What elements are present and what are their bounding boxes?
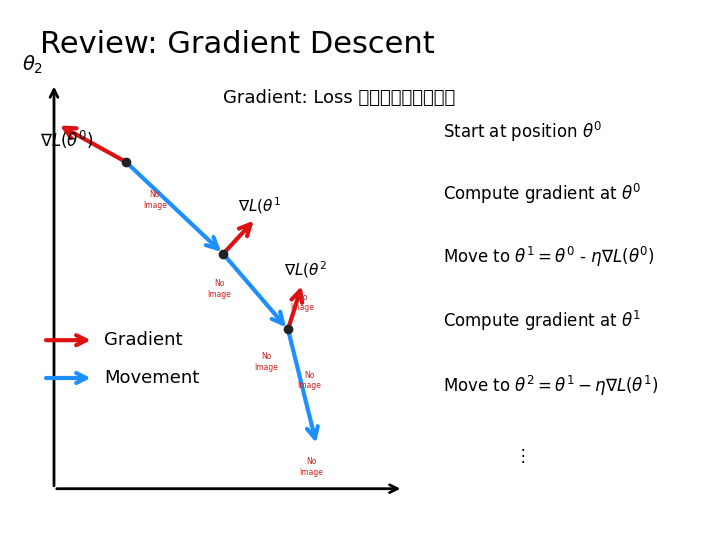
- Text: No
Image: No Image: [254, 352, 279, 372]
- Text: No
Image: No Image: [207, 279, 232, 299]
- Text: ⋮: ⋮: [515, 447, 531, 465]
- Text: Compute gradient at $\theta^0$: Compute gradient at $\theta^0$: [443, 183, 642, 206]
- Text: $\theta_2$: $\theta_2$: [22, 53, 43, 76]
- Text: Move to $\theta^1 = \theta^0$ - $\eta\nabla L(\theta^0)$: Move to $\theta^1 = \theta^0$ - $\eta\na…: [443, 245, 654, 268]
- Text: Gradient: Gradient: [104, 331, 183, 349]
- Text: Compute gradient at $\theta^1$: Compute gradient at $\theta^1$: [443, 309, 641, 333]
- Text: Gradient: Loss 的等高線的法線方向: Gradient: Loss 的等高線的法線方向: [223, 89, 456, 107]
- Text: Review: Gradient Descent: Review: Gradient Descent: [40, 30, 434, 59]
- Text: No
Image: No Image: [299, 457, 323, 477]
- Text: Move to $\theta^2 = \theta^1 - \eta\nabla L(\theta^1)$: Move to $\theta^2 = \theta^1 - \eta\nabl…: [443, 374, 658, 398]
- Text: No
Image: No Image: [297, 371, 322, 390]
- Text: No
Image: No Image: [290, 293, 315, 312]
- Text: Movement: Movement: [104, 369, 199, 387]
- Text: No
Image: No Image: [143, 190, 167, 210]
- Text: Start at position $\theta^0$: Start at position $\theta^0$: [443, 120, 602, 144]
- Text: $\nabla L(\theta^2$: $\nabla L(\theta^2$: [284, 260, 328, 280]
- Text: $\nabla L(\theta^0)$: $\nabla L(\theta^0)$: [40, 130, 93, 151]
- Text: $\nabla L(\theta^1$: $\nabla L(\theta^1$: [238, 195, 281, 215]
